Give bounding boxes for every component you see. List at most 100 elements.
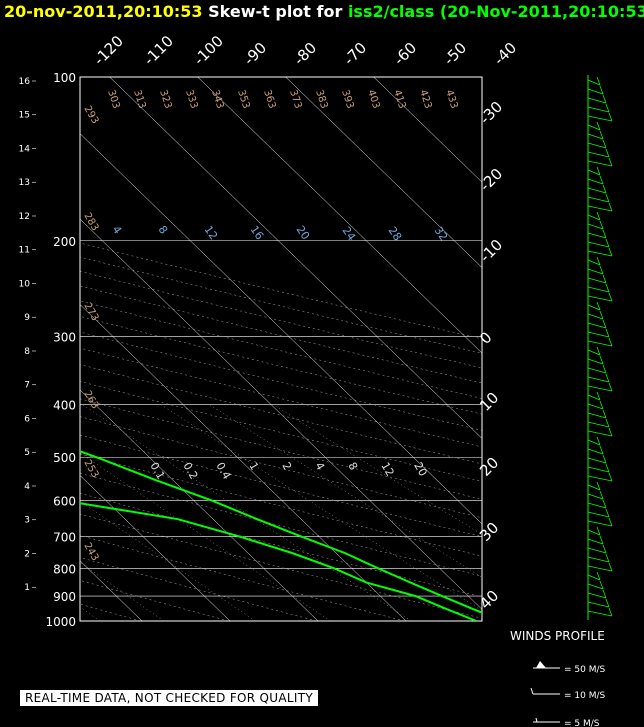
wind-barb-flag bbox=[608, 382, 613, 392]
dry-adiabat-label: 313 bbox=[131, 89, 147, 111]
dry-adiabat-side-label: 253 bbox=[81, 458, 100, 480]
wind-barb bbox=[587, 430, 613, 437]
wind-barb-flag bbox=[599, 355, 604, 365]
wind-barb bbox=[587, 187, 607, 194]
wind-barb bbox=[587, 583, 604, 590]
plot-frame bbox=[79, 76, 483, 622]
wind-barb-flag bbox=[596, 391, 601, 401]
wind-barb bbox=[587, 439, 601, 446]
grid-layer bbox=[0, 77, 482, 622]
isotherm-line bbox=[373, 77, 482, 183]
height-tick-label: 8 bbox=[24, 347, 30, 357]
wind-barb-flag bbox=[608, 292, 613, 302]
mixing-ratio-line bbox=[80, 500, 256, 621]
wind-barb-flag bbox=[599, 220, 604, 230]
wind-barb-flag bbox=[602, 94, 607, 104]
wind-legend-label: = 10 M/S bbox=[564, 691, 606, 701]
wind-barb bbox=[587, 151, 610, 158]
height-tick-label: 12 bbox=[19, 212, 30, 222]
wind-barb-flag bbox=[602, 499, 607, 509]
wind-barb-flag bbox=[599, 400, 604, 410]
wind-barb bbox=[587, 106, 610, 113]
dry-adiabat-label: 403 bbox=[365, 89, 381, 111]
wind-barb bbox=[587, 421, 610, 428]
isotherm-label-right: -10 bbox=[476, 236, 506, 266]
wind-barb bbox=[587, 268, 604, 275]
mixing-ratio-label-upper: 20 bbox=[294, 223, 313, 242]
wind-legend-barb bbox=[535, 717, 538, 723]
wind-barb bbox=[587, 556, 610, 563]
wind-barb-flag bbox=[602, 229, 607, 239]
height-tick-label: 16 bbox=[19, 77, 31, 87]
wind-barb-flag bbox=[596, 256, 601, 266]
wind-legend-barb bbox=[530, 687, 534, 695]
isotherm-line bbox=[197, 77, 482, 354]
dry-adiabat-side-label: 273 bbox=[81, 301, 100, 323]
isotherm-label-right: -20 bbox=[476, 165, 506, 195]
wind-barb-flag bbox=[608, 427, 613, 437]
wind-barb-flag bbox=[599, 580, 604, 590]
wind-barb-flag bbox=[602, 274, 607, 284]
wind-barb-flag bbox=[596, 211, 601, 221]
wind-barb bbox=[587, 295, 613, 302]
height-tick-label: 6 bbox=[24, 414, 30, 424]
wind-barb-flag bbox=[605, 148, 610, 158]
label-layer: 1002003004005006007008009001000123456789… bbox=[19, 32, 521, 629]
wind-barb-flag bbox=[599, 490, 604, 500]
wind-barb-flag bbox=[596, 121, 601, 131]
wind-barb bbox=[587, 538, 604, 545]
isotherm-label-top: -40 bbox=[490, 39, 520, 69]
isotherm-label-top: -60 bbox=[390, 39, 420, 69]
dry-adiabat-side-label: 293 bbox=[81, 104, 100, 126]
mixing-ratio-line bbox=[0, 405, 40, 622]
wind-barb bbox=[587, 97, 607, 104]
wind-barb bbox=[587, 376, 610, 383]
wind-barb bbox=[587, 313, 604, 320]
wind-barb bbox=[587, 142, 607, 149]
dry-adiabat-label: 323 bbox=[157, 89, 173, 111]
isotherm-label-right: 30 bbox=[476, 519, 502, 545]
pressure-tick-label: 400 bbox=[53, 399, 76, 413]
wind-barb bbox=[587, 277, 607, 284]
mixing-ratio-line bbox=[82, 404, 412, 621]
mixing-ratio-line bbox=[80, 452, 331, 621]
height-tick-label: 11 bbox=[19, 246, 30, 256]
mixing-ratio-line bbox=[209, 404, 482, 578]
isotherm-line bbox=[80, 304, 407, 621]
wind-barb-flag bbox=[596, 346, 601, 356]
wind-barb-flag bbox=[596, 571, 601, 581]
temperature-profile-line bbox=[80, 450, 482, 614]
isotherm-label-top: -110 bbox=[140, 32, 177, 69]
isotherm-label-right: 0 bbox=[476, 328, 495, 347]
wind-barb bbox=[587, 565, 613, 572]
wind-legend-flag bbox=[536, 661, 546, 668]
isotherm-label-top: -70 bbox=[340, 39, 370, 69]
plot-title: 20-nov-2011,20:10:53 Skew-t plot for iss… bbox=[4, 1, 644, 23]
dry-adiabat-label: 383 bbox=[313, 89, 329, 111]
wind-barb-flag bbox=[602, 364, 607, 374]
wind-barb-flag bbox=[599, 310, 604, 320]
wind-barb-flag bbox=[596, 436, 601, 446]
wind-barb-flag bbox=[596, 301, 601, 311]
wind-barb bbox=[587, 466, 610, 473]
wind-barb bbox=[587, 286, 610, 293]
mixing-ratio-label-lower: 1 bbox=[246, 460, 261, 473]
wind-barb-flag bbox=[608, 517, 613, 527]
dry-adiabat-side-label: 283 bbox=[81, 211, 100, 233]
wind-barb bbox=[587, 493, 604, 500]
dry-adiabat-label: 343 bbox=[209, 89, 225, 111]
wind-barb-flag bbox=[605, 193, 610, 203]
wind-barb bbox=[587, 520, 613, 527]
dry-adiabat-label: 413 bbox=[391, 89, 407, 111]
height-tick-label: 14 bbox=[19, 144, 31, 154]
isotherm-line bbox=[80, 218, 482, 610]
winds-layer: WINDS PROFILE = 50 M/S = 10 M/S = 5 M/S bbox=[510, 75, 613, 727]
height-tick-label: 15 bbox=[19, 111, 30, 121]
wind-barb-flag bbox=[596, 76, 601, 86]
wind-barb-flag bbox=[605, 328, 610, 338]
wind-barb bbox=[587, 259, 601, 266]
wind-barb bbox=[587, 133, 604, 140]
wind-barb-flag bbox=[608, 472, 613, 482]
wind-barb bbox=[587, 169, 601, 176]
wind-barb bbox=[587, 115, 613, 122]
